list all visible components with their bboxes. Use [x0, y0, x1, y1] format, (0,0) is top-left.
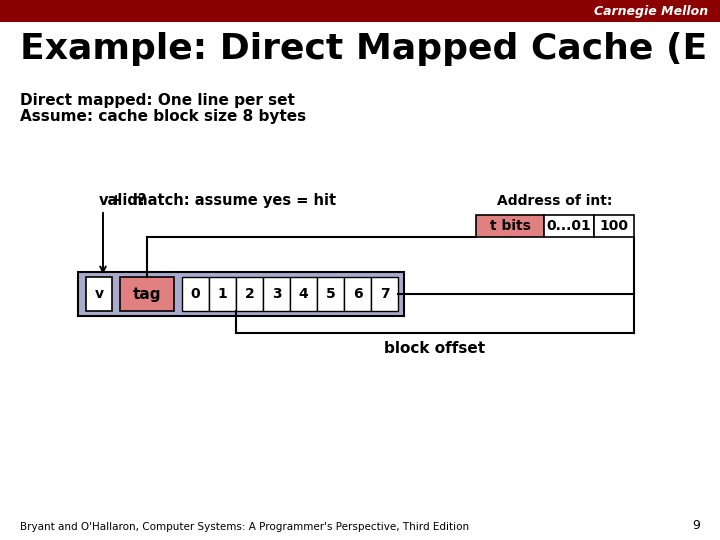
Text: Direct mapped: One line per set: Direct mapped: One line per set [20, 93, 295, 108]
Text: valid?: valid? [99, 193, 148, 208]
Text: Bryant and O'Hallaron, Computer Systems: A Programmer's Perspective, Third Editi: Bryant and O'Hallaron, Computer Systems:… [20, 522, 469, 532]
Bar [236, 277, 263, 311]
Bar [263, 277, 290, 311]
Bar [0, 0, 720, 22]
Text: Address of int:: Address of int: [498, 194, 613, 208]
Text: Example: Direct Mapped Cache (E = 1): Example: Direct Mapped Cache (E = 1) [20, 32, 720, 66]
Bar [594, 215, 634, 237]
Text: 7: 7 [379, 287, 390, 301]
Text: t bits: t bits [490, 219, 531, 233]
Text: 9: 9 [692, 519, 700, 532]
Bar [120, 277, 174, 311]
Text: 5: 5 [325, 287, 336, 301]
Text: Assume: cache block size 8 bytes: Assume: cache block size 8 bytes [20, 109, 306, 124]
Text: tag: tag [132, 287, 161, 301]
Text: 6: 6 [353, 287, 362, 301]
Text: 0: 0 [191, 287, 200, 301]
Bar [209, 277, 236, 311]
Text: 3: 3 [271, 287, 282, 301]
Bar [78, 272, 404, 316]
Text: v: v [94, 287, 104, 301]
Text: 1: 1 [217, 287, 228, 301]
Text: +  match: assume yes = hit: + match: assume yes = hit [110, 193, 336, 208]
Text: block offset: block offset [384, 341, 485, 356]
Bar [317, 277, 344, 311]
Bar [544, 215, 594, 237]
Bar [290, 277, 317, 311]
Bar [344, 277, 371, 311]
Bar [476, 215, 544, 237]
Text: Carnegie Mellon: Carnegie Mellon [594, 4, 708, 17]
Bar [182, 277, 209, 311]
Text: 100: 100 [600, 219, 629, 233]
Text: 2: 2 [245, 287, 254, 301]
Bar [371, 277, 398, 311]
Bar [86, 277, 112, 311]
Text: 0...01: 0...01 [546, 219, 591, 233]
Text: 4: 4 [299, 287, 308, 301]
